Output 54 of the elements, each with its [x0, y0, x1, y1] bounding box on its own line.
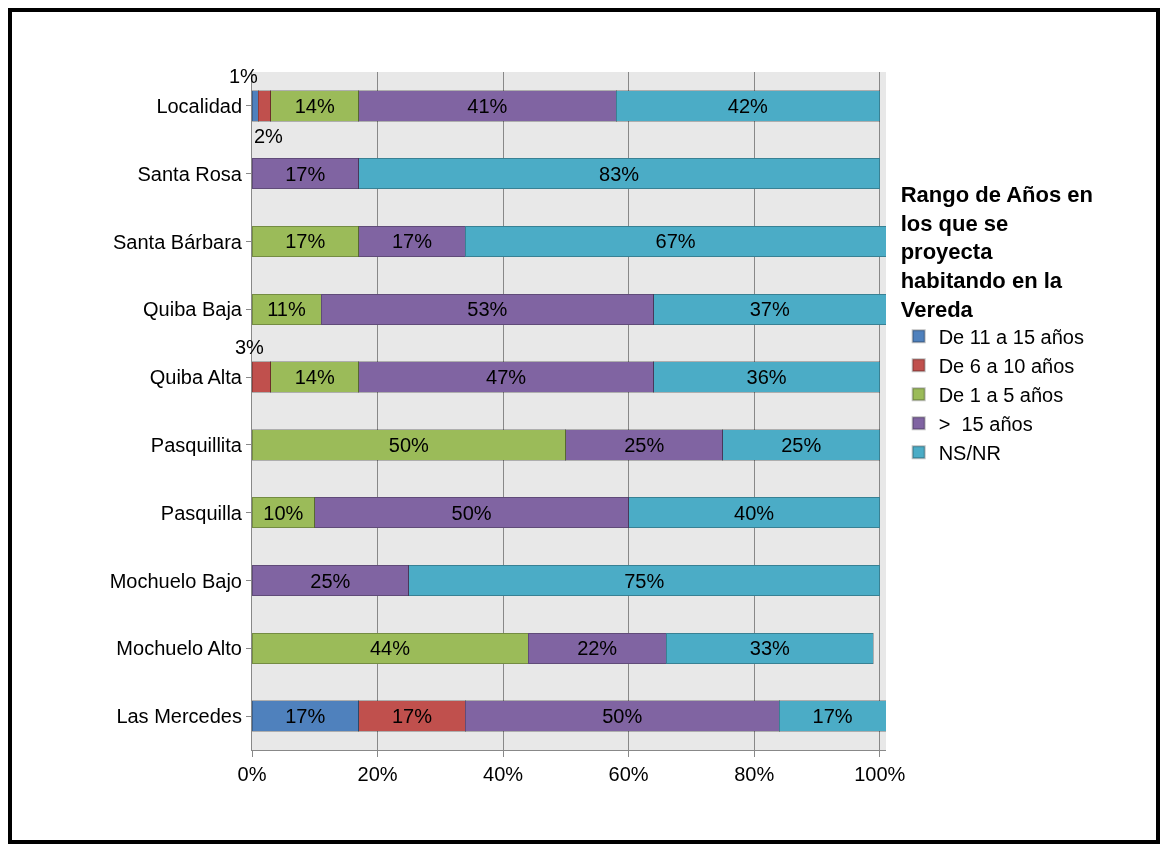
data-label: 10% [263, 501, 304, 524]
y-tick-label: Pasquillita [150, 433, 243, 456]
y-tick-label: Quiba Alta [149, 366, 243, 389]
data-label: 11% [267, 298, 306, 321]
x-tick-label: 100% [854, 763, 906, 785]
data-label: 17% [285, 230, 326, 253]
x-tick-label: 80% [734, 763, 775, 785]
x-tick-label: 40% [483, 763, 524, 785]
data-label: 36% [746, 366, 787, 389]
legend-label: De 1 a 5 años [938, 384, 1064, 406]
data-label: 83% [599, 162, 640, 185]
data-label: 40% [734, 501, 775, 524]
y-tick-label: Pasquilla [160, 501, 243, 524]
y-tick-label: Las Mercedes [116, 705, 242, 728]
data-label: 37% [749, 298, 790, 321]
data-label: 25% [624, 433, 665, 456]
data-label: 33% [749, 637, 790, 660]
data-label: 3% [235, 336, 265, 358]
y-tick-label: Santa Rosa [137, 162, 243, 185]
data-label: 50% [388, 433, 430, 456]
y-tick-label: Santa Bárbara [113, 230, 243, 253]
data-label: 44% [369, 637, 411, 660]
data-label: 14% [294, 94, 335, 117]
data-label: 14% [294, 366, 335, 389]
legend-title: Rango de Años en los que se proyecta habitando en la Vereda [900, 182, 1093, 322]
data-label: 50% [451, 501, 492, 524]
y-tick-label: Mochuelo Alto [116, 637, 242, 660]
data-label: 41% [467, 94, 508, 117]
data-label: 50% [602, 705, 643, 728]
y-tick-label: Mochuelo Bajo [109, 569, 242, 592]
data-label: 17% [391, 705, 433, 728]
data-label: 47% [486, 366, 527, 389]
x-tick-label: 60% [608, 763, 649, 785]
data-label: 67% [655, 230, 696, 253]
data-label: 1% [229, 65, 259, 87]
x-tick-label: 20% [357, 763, 398, 785]
data-label: 25% [781, 433, 822, 456]
x-tick-label: 0% [237, 763, 267, 785]
legend-label: De 6 a 10 años [938, 355, 1075, 377]
data-label: 2% [254, 125, 284, 147]
y-tick-label: Localidad [156, 94, 242, 117]
legend-label: De 11 a 15 años [938, 326, 1084, 348]
legend-label: > 15 años [938, 413, 1033, 435]
data-label: 75% [624, 569, 665, 592]
data-label: 25% [310, 569, 351, 592]
data-label: 17% [285, 705, 326, 728]
y-tick-label: Quiba Baja [143, 298, 243, 321]
data-label: 17% [812, 705, 853, 728]
data-label: 17% [285, 162, 326, 185]
data-label: 53% [467, 298, 508, 321]
data-label: 22% [577, 637, 618, 660]
data-label: 17% [391, 230, 433, 253]
data-label: 42% [727, 94, 769, 117]
legend-label: NS/NR [938, 442, 1001, 464]
